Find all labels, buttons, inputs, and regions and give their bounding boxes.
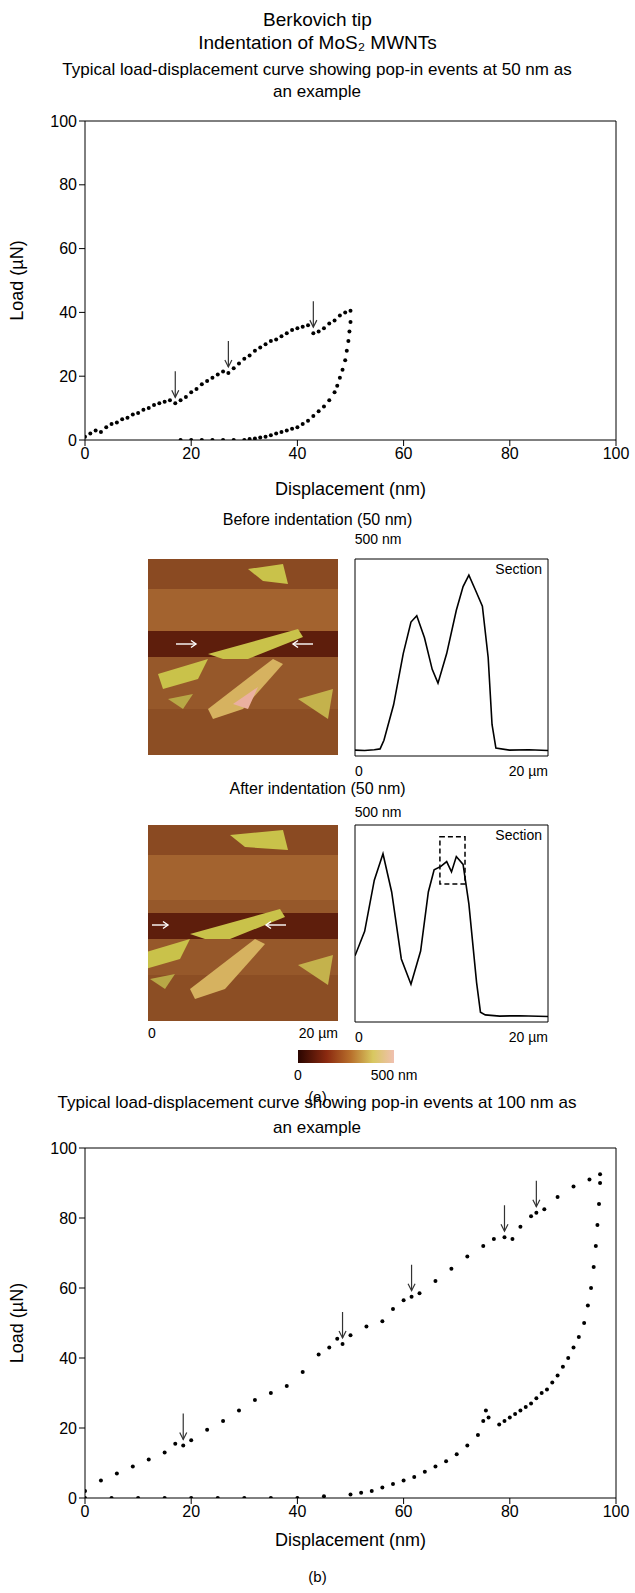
svg-text:100: 100 [50, 113, 77, 130]
html-text:(a): (a) [308, 1088, 327, 1105]
html-text:Before indentation (50 nm): Before indentation (50 nm) [222, 511, 413, 528]
svg-text:100: 100 [603, 445, 630, 462]
html-text:Typical load-displacement curv: Typical load-displacement curve showing … [62, 60, 572, 101]
svg-text:0: 0 [81, 445, 90, 462]
svg-text:0: 0 [294, 1067, 302, 1083]
svg-text:20 µm: 20 µm [509, 1029, 548, 1045]
svg-text:Displacement (nm): Displacement (nm) [275, 1530, 426, 1550]
svg-text:Load (µN): Load (µN) [7, 240, 27, 320]
html-text:Section: Section [495, 561, 542, 577]
html-text:After indentation (50 nm): After indentation (50 nm) [229, 780, 406, 797]
svg-text:0: 0 [355, 1029, 363, 1045]
svg-text:20: 20 [59, 368, 77, 385]
svg-text:20: 20 [182, 445, 200, 462]
svg-text:40: 40 [59, 304, 77, 321]
svg-text:0: 0 [148, 1025, 156, 1041]
html-text:500 nm: 500 nm [354, 804, 402, 820]
svg-text:60: 60 [395, 1503, 413, 1520]
svg-text:60: 60 [395, 445, 413, 462]
html-text:Indentation of MoS₂ MWNTs: Indentation of MoS₂ MWNTs [198, 32, 437, 53]
svg-text:40: 40 [289, 445, 307, 462]
svg-text:40: 40 [289, 1503, 307, 1520]
svg-text:Load (µN): Load (µN) [7, 1283, 27, 1363]
html-text:500 nm: 500 nm [354, 531, 402, 547]
svg-text:0: 0 [68, 1490, 77, 1507]
svg-text:20 µm: 20 µm [509, 763, 548, 779]
html-text:Berkovich tip: Berkovich tip [263, 9, 372, 30]
svg-text:80: 80 [59, 176, 77, 193]
svg-text:60: 60 [59, 1280, 77, 1297]
svg-text:500 nm: 500 nm [371, 1067, 418, 1083]
svg-text:40: 40 [59, 1350, 77, 1367]
svg-text:80: 80 [501, 445, 519, 462]
svg-text:0: 0 [68, 432, 77, 449]
svg-text:20: 20 [59, 1420, 77, 1437]
html-text:Section: Section [495, 827, 542, 843]
svg-text:0: 0 [355, 763, 363, 779]
svg-text:80: 80 [59, 1210, 77, 1227]
svg-text:20: 20 [182, 1503, 200, 1520]
svg-text:100: 100 [603, 1503, 630, 1520]
html-text:Typical load-displacement curv: Typical load-displacement curve showing … [57, 1093, 577, 1137]
svg-text:Displacement (nm): Displacement (nm) [275, 479, 426, 499]
svg-text:0: 0 [81, 1503, 90, 1520]
svg-text:20 µm: 20 µm [299, 1025, 338, 1041]
svg-text:80: 80 [501, 1503, 519, 1520]
html-text:(b): (b) [308, 1568, 327, 1585]
svg-text:100: 100 [50, 1140, 77, 1157]
svg-text:60: 60 [59, 240, 77, 257]
